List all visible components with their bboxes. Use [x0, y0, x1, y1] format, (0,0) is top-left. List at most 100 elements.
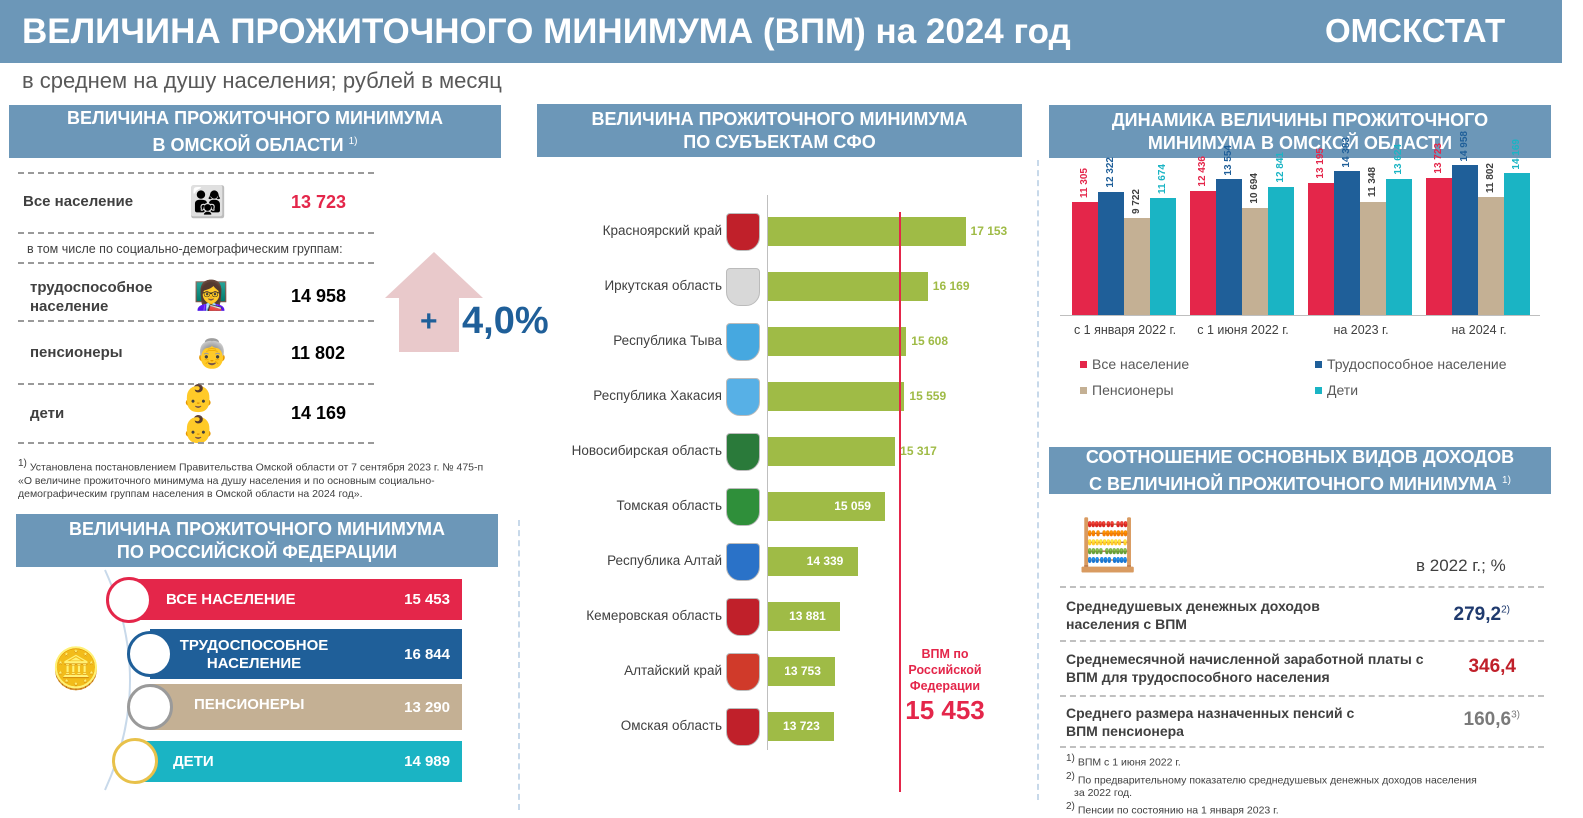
dynamics-category-label: с 1 января 2022 г.: [1073, 323, 1177, 337]
increase-arrow-icon: [385, 252, 483, 352]
sfo-bar: [768, 492, 886, 521]
dynamics-bar-value: 12 841: [1275, 152, 1286, 183]
rf-reference-label: ВПМ по Российской Федерации 15 453: [885, 646, 1005, 726]
dynamics-bar: [1072, 201, 1098, 315]
sfo-title-line2: ПО СУБЪЕКТАМ СФО: [683, 131, 876, 152]
incomes-title-line2: С ВЕЛИЧИНОЙ ПРОЖИТОЧНОГО МИНИМУМА: [1089, 473, 1498, 494]
sfo-title-line1: ВЕЛИЧИНА ПРОЖИТОЧНОГО МИНИМУМА: [591, 108, 968, 129]
rf-pensioners-value: 13 290: [404, 699, 450, 716]
coins-icon: 🪙: [51, 646, 101, 691]
inc-fn-4-mark: 2): [1066, 801, 1075, 812]
sfo-region-label: Новосибирская область: [571, 443, 722, 458]
increase-value: 4,0%: [462, 300, 549, 342]
inc-fn-1-text: ВПМ с 1 июня 2022 г.: [1077, 756, 1181, 769]
page-title: ВЕЛИЧИНА ПРОЖИТОЧНОГО МИНИМУМА (ВПМ) на …: [22, 12, 1071, 51]
region-emblem-icon: [726, 543, 760, 581]
dynamics-title-line2: МИНИМУМА В ОМСКОЙ ОБЛАСТИ: [1147, 132, 1453, 153]
dynamics-bar-value: 11 305: [1079, 167, 1090, 198]
elderly-couple-icon: 👵: [194, 337, 230, 369]
region-emblem-icon: [726, 488, 760, 526]
sfo-bar: [768, 217, 966, 246]
sfo-region-label: Иркутская область: [604, 278, 722, 293]
inc-fn-2-mark: 2): [1066, 770, 1075, 782]
rf-reference-line: [899, 212, 902, 792]
rf-row-pensioners: ПЕНСИОНЕРЫ 13 290: [150, 684, 462, 730]
rf-children-value: 14 989: [404, 753, 450, 770]
rf-children-label: ДЕТИ: [173, 753, 214, 770]
rf-circle-working: [127, 631, 173, 677]
rf-all-value: 15 453: [404, 591, 450, 608]
sfo-bar-value: 13 881: [789, 609, 826, 623]
dynamics-bar-value: 11 802: [1485, 162, 1496, 193]
omsk-section-header: ВЕЛИЧИНА ПРОЖИТОЧНОГО МИНИМУМА В ОМСКОЙ …: [9, 105, 501, 158]
dynamics-bar-value: 14 958: [1459, 130, 1470, 162]
all-population-label: Все население: [23, 193, 134, 210]
region-emblem-icon: [726, 653, 760, 691]
working-age-value: 14 958: [291, 286, 347, 306]
dynamics-bar-value: 12 322: [1105, 157, 1116, 188]
legend-label: Дети: [1327, 382, 1359, 398]
omsk-title-line2: В ОМСКОЙ ОБЛАСТИ: [152, 134, 344, 155]
sfo-region-label: Кемеровская область: [586, 608, 722, 623]
dynamics-bar: [1426, 177, 1452, 315]
sfo-axis-line: [767, 195, 768, 750]
sfo-bar-value: 15 317: [900, 444, 937, 458]
income-row-1-value: 279,22): [1410, 604, 1510, 626]
sfo-region-label: Красноярский край: [602, 223, 722, 238]
region-emblem-icon: [726, 378, 760, 416]
pensioners-label: пенсионеры: [30, 344, 123, 361]
increase-sign: +: [420, 305, 438, 338]
dynamics-category-label: с 1 июня 2022 г.: [1197, 323, 1289, 337]
income-row-1-label: Среднедушевых денежных доходов населения…: [1066, 598, 1320, 632]
income-row-1-number: 279,2: [1453, 604, 1502, 625]
rf-row-working: ТРУДОСПОСОБНОЕ НАСЕЛЕНИЕ 16 844: [150, 629, 462, 679]
dynamics-bar: [1504, 173, 1530, 315]
rf-ref-line1: ВПМ по: [921, 647, 969, 661]
omsk-title-line1: ВЕЛИЧИНА ПРОЖИТОЧНОГО МИНИМУМА: [66, 107, 444, 128]
dynamics-bar-value: 13 554: [1223, 144, 1234, 176]
legend-swatch: [1080, 387, 1087, 394]
dynamics-bar-value: 13 723: [1433, 143, 1444, 174]
sfo-bar: [768, 602, 841, 631]
region-emblem-icon: [726, 213, 760, 251]
dynamics-axis-line: [1060, 315, 1540, 316]
dynamics-bar: [1452, 165, 1478, 315]
inc-fn-2-text: По предварительному показателю среднедуш…: [1077, 774, 1477, 786]
legend-label: Пенсионеры: [1092, 382, 1174, 398]
dynamics-bar-value: 13 624: [1393, 144, 1404, 175]
legend-swatch: [1080, 361, 1087, 368]
income-row-3-label: Среднего размера назначенных пенсий с ВП…: [1066, 705, 1355, 739]
dynamics-bar-value: 12 436: [1197, 156, 1208, 187]
dynamics-bar: [1308, 183, 1334, 315]
sfo-bar-value: 13 723: [783, 719, 820, 733]
sfo-bar-value: 16 169: [932, 279, 970, 293]
rf-title-line1: ВЕЛИЧИНА ПРОЖИТОЧНОГО МИНИМУМА: [68, 518, 446, 539]
divider: [1060, 746, 1544, 748]
dynamics-bar-value: 9 722: [1131, 188, 1142, 214]
sfo-bar-value: 15 559: [909, 389, 947, 403]
dynamics-bar-value: 11 674: [1157, 164, 1168, 195]
sfo-bar-value: 13 753: [784, 664, 821, 678]
divider: [18, 262, 374, 264]
incomes-footnotes: 1) ВПМ с 1 июня 2022 г. 2) По предварите…: [1066, 752, 1546, 818]
incomes-year-label: в 2022 г.; %: [1416, 556, 1506, 575]
brand-name: ОМСКСТАТ: [1325, 12, 1506, 49]
sfo-region-label: Алтайский край: [624, 663, 722, 678]
region-emblem-icon: [726, 433, 760, 471]
rf-ref-line3: Федерации: [909, 679, 981, 693]
group-note: в том числе по социально-демографическим…: [27, 242, 343, 256]
divider: [18, 320, 374, 322]
footnote-text: Установлена постановлением Правительства…: [18, 461, 484, 500]
rf-row-all: ВСЕ НАСЕЛЕНИЕ 15 453: [128, 579, 462, 620]
sfo-bar: [768, 712, 835, 741]
dynamics-bar: [1268, 186, 1294, 315]
dynamics-bar: [1360, 201, 1386, 315]
income-row-2-value: 346,4: [1416, 656, 1516, 678]
dynamics-category-label: на 2024 г.: [1451, 323, 1507, 337]
dynamics-bar: [1150, 198, 1176, 315]
sfo-region-label: Республика Тыва: [613, 333, 722, 348]
working-age-label: трудоспособное население: [30, 279, 153, 315]
sfo-bar: [768, 327, 907, 356]
incomes-title-line1: СООТНОШЕНИЕ ОСНОВНЫХ ВИДОВ ДОХОДОВ: [1085, 446, 1515, 467]
region-emblem-icon: [726, 323, 760, 361]
